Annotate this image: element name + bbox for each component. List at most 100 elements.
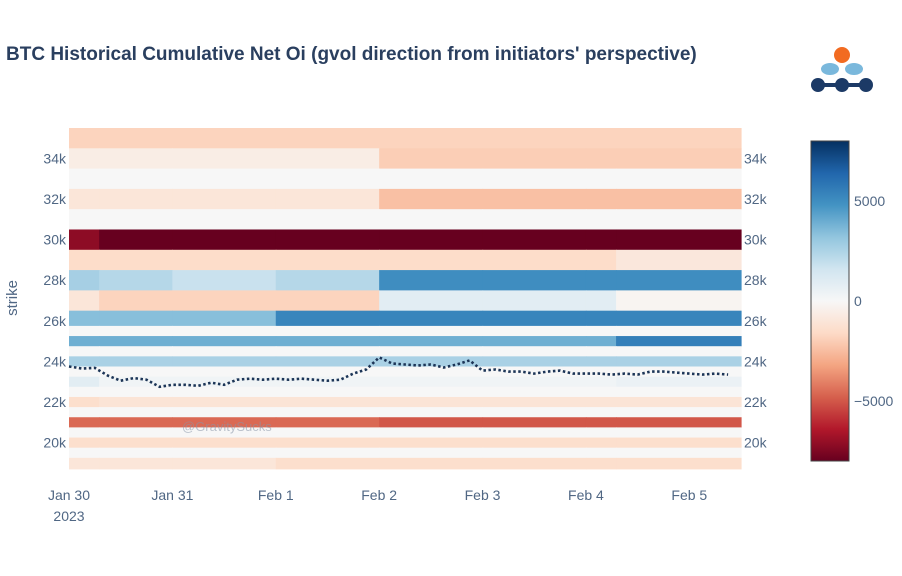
y-axis-title: strike (4, 280, 21, 316)
heatmap-cell (379, 188, 484, 210)
x-tick-label: Feb 2 (361, 487, 397, 503)
heatmap-cell (379, 407, 484, 418)
heatmap-cell (99, 386, 173, 398)
heatmap-cell (69, 336, 100, 347)
heatmap-cell (69, 447, 100, 459)
heatmap-cell (379, 386, 484, 398)
heatmap-cell (172, 128, 277, 149)
heatmap-cell (69, 396, 100, 408)
heatmap-cell (585, 188, 617, 210)
heatmap-cell (99, 148, 173, 169)
heatmap-cell (172, 148, 277, 169)
price-line (68, 355, 729, 389)
x-tick-label: Feb 1 (258, 487, 294, 503)
y-tick-label-left: 28k (43, 272, 67, 288)
heatmap-cell (275, 427, 380, 438)
heatmap-cell (99, 427, 173, 438)
heatmap-cell (172, 168, 277, 190)
logo-bottom-center (835, 78, 849, 92)
heatmap-cell (482, 310, 587, 327)
heatmap-cell (99, 366, 173, 378)
heatmap-cell (99, 346, 173, 357)
heatmap-cell (172, 417, 277, 428)
heatmap-cell (99, 417, 173, 428)
heatmap-cell (585, 168, 617, 190)
heatmap-cell (585, 356, 617, 367)
heatmap-cell (379, 128, 484, 149)
chart-title: BTC Historical Cumulative Net Oi (gvol d… (6, 44, 697, 65)
heatmap-cell (99, 229, 173, 251)
heatmap-cell (99, 437, 173, 449)
heatmap-cell (69, 310, 100, 327)
heatmap-cell (482, 229, 587, 251)
heatmap-cell (482, 249, 587, 271)
y-tick-label-left: 22k (43, 394, 67, 410)
heatmap-cell (616, 427, 742, 438)
y-tick-label-right: 32k (744, 191, 768, 207)
heatmap-cell (379, 290, 484, 312)
heatmap-cell (482, 188, 587, 210)
heatmap-cell (379, 366, 484, 378)
heatmap-cell (585, 427, 617, 438)
heatmap-cell (585, 417, 617, 428)
y-tick-label-right: 20k (744, 435, 768, 451)
y-tick-label-right: 24k (744, 353, 768, 369)
heatmap-cell (69, 407, 100, 418)
heatmap-cell (616, 457, 742, 470)
heatmap-cell (99, 188, 173, 210)
y-axis-left: 20k 22k 24k 26k 28k 30k 32k 34k (43, 150, 67, 450)
colorbar-ticks: 5000 0 −5000 (854, 193, 894, 409)
heatmap-cell (275, 325, 380, 337)
heatmap-cell (275, 310, 380, 327)
heatmap-cell (482, 346, 587, 357)
heatmap-cell (69, 437, 100, 449)
heatmap-cell (379, 437, 484, 449)
heatmap-cell (275, 148, 380, 169)
heatmap-cell (585, 290, 617, 312)
heatmap-cell (275, 270, 380, 291)
heatmap-cell (585, 376, 617, 388)
heatmap-cell (172, 336, 277, 347)
heatmap-cell (275, 336, 380, 347)
heatmap-cell (379, 148, 484, 169)
heatmap-cell (585, 209, 617, 230)
heatmap-cell (482, 128, 587, 149)
heatmap-cell (482, 427, 587, 438)
heatmap-cell (99, 396, 173, 408)
heatmap-cell (172, 209, 277, 230)
heatmap-cell (616, 417, 742, 428)
heatmap-cell (616, 356, 742, 367)
heatmap-cell (99, 325, 173, 337)
heatmap-cell (482, 336, 587, 347)
logo-mid-right (845, 63, 863, 75)
heatmap-cell (379, 325, 484, 337)
heatmap-cell (69, 366, 100, 378)
heatmap-cell (275, 396, 380, 408)
heatmap-cell (99, 356, 173, 367)
heatmap-cell (379, 396, 484, 408)
heatmap-cell (585, 407, 617, 418)
heatmap-cell (69, 325, 100, 337)
heatmap-cell (172, 188, 277, 210)
heatmap-cell (275, 128, 380, 149)
heatmap-cell (616, 386, 742, 398)
logo-mid-left (821, 63, 839, 75)
heatmap-cell (275, 407, 380, 418)
y-tick-label-left: 24k (43, 353, 67, 369)
heatmap-cell (616, 290, 742, 312)
heatmap-cell (172, 366, 277, 378)
heatmap-cell (69, 229, 100, 251)
heatmap-cell (99, 447, 173, 459)
heatmap-cell (172, 229, 277, 251)
heatmap-cell (69, 290, 100, 312)
heatmap-cell (172, 427, 277, 438)
heatmap-cell (275, 417, 380, 428)
heatmap-cell (616, 209, 742, 230)
heatmap-cell (585, 386, 617, 398)
heatmap-cell (616, 188, 742, 210)
heatmap-cell (275, 249, 380, 271)
heatmap-cell (275, 188, 380, 210)
heatmap-cell (482, 457, 587, 470)
heatmap-cell (172, 447, 277, 459)
